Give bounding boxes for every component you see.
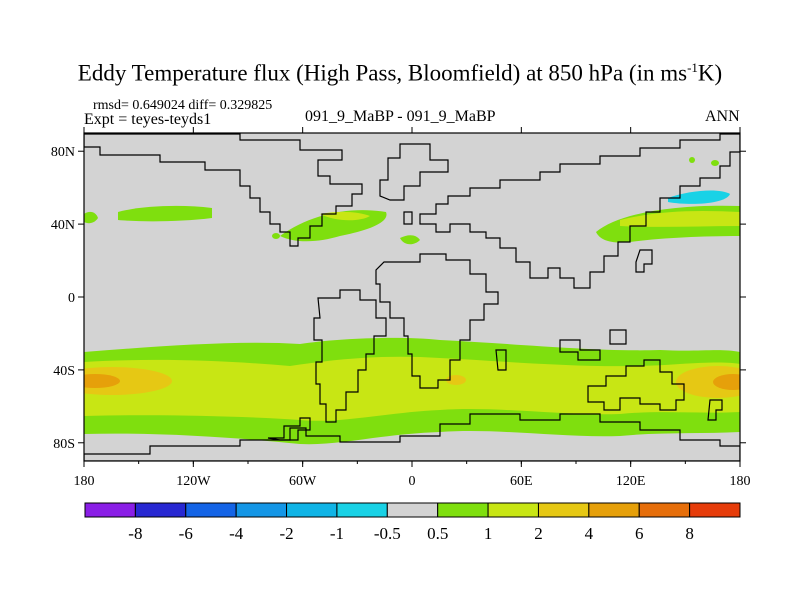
lat-label: 40N (51, 218, 75, 233)
contour-darkorange-west (70, 374, 120, 388)
colorbar-label: 8 (685, 524, 694, 543)
colorbar-label: -8 (128, 524, 142, 543)
colorbar-label: 1 (484, 524, 493, 543)
colorbar-swatch (85, 503, 135, 517)
lat-label: 40S (53, 364, 75, 379)
lon-label: 60E (510, 474, 533, 489)
colorbar-swatch (287, 503, 337, 517)
colorbar-swatch (690, 503, 740, 517)
colorbar-swatch (236, 503, 286, 517)
lon-label: 120E (616, 474, 646, 489)
colorbar-swatch (186, 503, 236, 517)
colorbar-swatch (639, 503, 689, 517)
contour-green-arctic-a (689, 157, 695, 163)
colorbar-swatch (488, 503, 538, 517)
colorbar-label: 6 (635, 524, 644, 543)
lat-label: 0 (68, 291, 75, 306)
colorbar-swatch (538, 503, 588, 517)
lon-label: 0 (409, 474, 416, 489)
contour-green-arctic-b (711, 160, 719, 166)
colorbar-swatch (438, 503, 488, 517)
lat-label: 80N (51, 145, 75, 160)
colorbar-label: -6 (179, 524, 193, 543)
map-figure: 180 120W 60W 0 60E 120E 180 80N 40N 0 40S 80S -8 -6… (0, 0, 800, 600)
colorbar (85, 503, 740, 517)
colorbar-swatch (135, 503, 185, 517)
contour-green-gulf (272, 233, 280, 239)
colorbar-swatch (387, 503, 437, 517)
lon-label: 60W (289, 474, 317, 489)
colorbar-label: 4 (585, 524, 594, 543)
colorbar-labels: -8 -6 -4 -2 -1 -0.5 0.5 1 2 4 6 8 (128, 524, 694, 543)
lat-label: 80S (53, 437, 75, 452)
colorbar-label: -4 (229, 524, 244, 543)
colorbar-label: 0.5 (427, 524, 448, 543)
lon-label: 180 (74, 474, 95, 489)
lat-labels: 80N 40N 0 40S 80S (51, 145, 75, 452)
lon-label: 180 (730, 474, 751, 489)
lon-labels: 180 120W 60W 0 60E 120E 180 (74, 474, 751, 489)
contour-darkorange-east (713, 374, 753, 390)
colorbar-label: -2 (279, 524, 293, 543)
colorbar-swatch (589, 503, 639, 517)
colorbar-label: 2 (534, 524, 543, 543)
lon-label: 120W (176, 474, 211, 489)
colorbar-label: -1 (330, 524, 344, 543)
colorbar-label: -0.5 (374, 524, 401, 543)
colorbar-swatch (337, 503, 387, 517)
